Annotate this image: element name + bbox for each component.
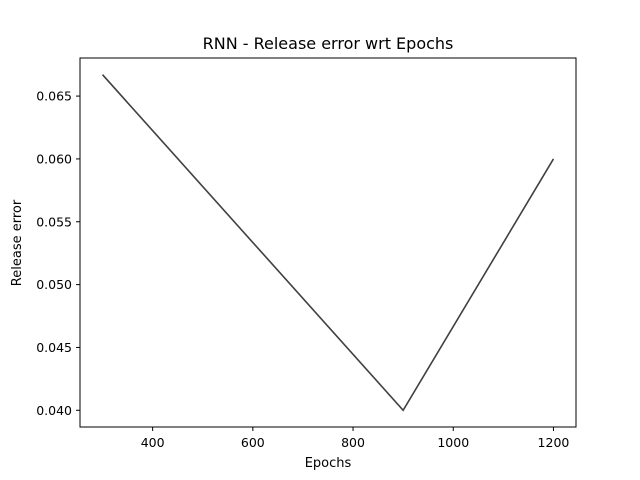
x-tick-label: 800 [341, 435, 365, 450]
y-axis: 0.040 0.045 0.050 0.055 0.060 0.065 [36, 89, 80, 418]
x-tick-label: 1000 [437, 435, 469, 450]
chart-title: RNN - Release error wrt Epochs [203, 34, 454, 53]
x-tick-label: 600 [241, 435, 265, 450]
x-tick-label: 1200 [538, 435, 570, 450]
plot-area [79, 57, 577, 428]
x-axis: 400 600 800 1000 1200 [141, 427, 570, 450]
y-tick-label: 0.040 [36, 403, 72, 418]
y-tick-label: 0.060 [36, 151, 72, 166]
y-tick-label: 0.065 [36, 89, 72, 104]
x-axis-label: Epochs [305, 456, 352, 471]
x-tick-label: 400 [141, 435, 165, 450]
y-tick-label: 0.050 [36, 277, 72, 292]
y-tick-label: 0.055 [36, 214, 72, 229]
y-axis-label: Release error [10, 199, 25, 286]
series-line-0 [101, 74, 555, 412]
series-group [101, 74, 555, 412]
y-tick-label: 0.045 [36, 340, 72, 355]
